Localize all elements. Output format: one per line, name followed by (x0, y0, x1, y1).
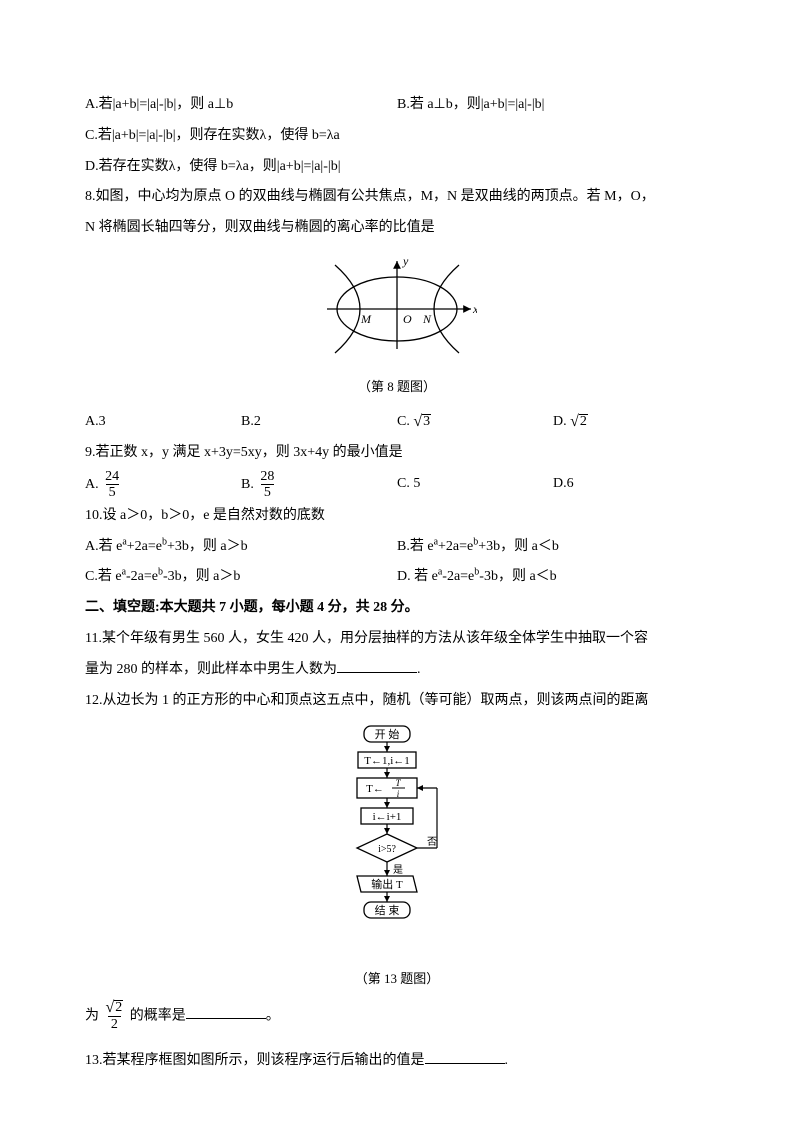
q10-opt-c: C.若 ea-2a=eb-3b，则 a＞b (85, 562, 397, 593)
q12-l2: 为 √22 的概率是。 (85, 1000, 709, 1032)
q10-opt-d: D. 若 ea-2a=eb-3b，则 a＜b (397, 562, 709, 593)
svg-text:x: x (472, 302, 477, 316)
fill-blank[interactable] (425, 1063, 505, 1064)
svg-text:i>5?: i>5? (378, 844, 396, 855)
q9-opt-c: C. 5 (397, 469, 553, 501)
svg-text:结 束: 结 束 (375, 904, 400, 917)
q8-figure: M ONx y （第 8 题图） (85, 250, 709, 401)
svg-text:输出 T: 输出 T (371, 877, 403, 891)
q10-row2: C.若 ea-2a=eb-3b，则 a＞b D. 若 ea-2a=eb-3b，则… (85, 562, 709, 593)
q10-opt-b: B.若 ea+2a=eb+3b，则 a＜b (397, 532, 709, 563)
svg-text:y: y (402, 254, 409, 268)
svg-text:N: N (422, 312, 432, 326)
q8-caption: （第 8 题图） (85, 373, 709, 402)
q10-row1: A.若 ea+2a=eb+3b，则 a＞b B.若 ea+2a=eb+3b，则 … (85, 532, 709, 563)
svg-text:T←1,i←1: T←1,i←1 (364, 755, 410, 767)
svg-text:T←: T← (366, 783, 384, 795)
fraction-sqrt2-over-2: √22 (103, 1000, 127, 1032)
q7-opt-a: A.若|a+b|=|a|-|b|，则 a⊥b (85, 90, 397, 121)
q8-graph-svg: M ONx y (317, 250, 477, 360)
q10-opt-a: A.若 ea+2a=eb+3b，则 a＞b (85, 532, 397, 563)
q8-opt-a: A.3 (85, 407, 241, 438)
section-2-heading: 二、填空题:本大题共 7 小题，每小题 4 分，共 28 分。 (85, 593, 709, 624)
q7-opt-c: C.若|a+b|=|a|-|b|，则存在实数λ，使得 b=λa (85, 121, 709, 152)
q9-opt-a: A. 245 (85, 469, 241, 501)
q13-caption: （第 13 题图） (85, 965, 709, 994)
q7-opt-d: D.若存在实数λ，使得 b=λa，则|a+b|=|a|-|b| (85, 152, 709, 183)
svg-text:M: M (360, 312, 372, 326)
sqrt-icon: √3 (413, 414, 431, 430)
svg-text:i←i+1: i←i+1 (373, 811, 402, 823)
q9-stem: 9.若正数 x，y 满足 x+3y=5xy，则 3x+4y 的最小值是 (85, 438, 709, 469)
fill-blank[interactable] (186, 1018, 266, 1019)
q13-figure: 开 始T←1,i←1T←Tii←i+1i>5?否是输出 T结 束 （第 13 题… (85, 722, 709, 993)
svg-text:否: 否 (427, 836, 437, 848)
q13-stem: 13.若某程序框图如图所示，则该程序运行后输出的值是. (85, 1046, 709, 1077)
q7-opt-b: B.若 a⊥b，则|a+b|=|a|-|b| (397, 90, 709, 121)
q8-stem-2: N 将椭圆长轴四等分，则双曲线与椭圆的离心率的比值是 (85, 213, 709, 244)
sqrt-icon: √2 (570, 414, 588, 430)
q9-opts: A. 245 B. 285 C. 5 D.6 (85, 469, 709, 501)
q8-stem-1: 8.如图，中心均为原点 O 的双曲线与椭圆有公共焦点，M，N 是双曲线的两顶点。… (85, 182, 709, 213)
q8-opt-c: C. √3 (397, 407, 553, 438)
svg-text:O: O (403, 312, 412, 326)
q10-stem: 10.设 a＞0，b＞0，e 是自然对数的底数 (85, 501, 709, 532)
q8-opts: A.3 B.2 C. √3 D. √2 (85, 407, 709, 438)
q8-opt-b: B.2 (241, 407, 397, 438)
fill-blank[interactable] (337, 672, 417, 673)
svg-text:是: 是 (393, 864, 403, 876)
q8-opt-d: D. √2 (553, 407, 709, 438)
q13-flowchart-svg: 开 始T←1,i←1T←Tii←i+1i>5?否是输出 T结 束 (332, 722, 462, 952)
q12-l1: 12.从边长为 1 的正方形的中心和顶点这五点中，随机（等可能）取两点，则该两点… (85, 686, 709, 717)
q11-l1: 11.某个年级有男生 560 人，女生 420 人，用分层抽样的方法从该年级全体… (85, 624, 709, 655)
q9-opt-d: D.6 (553, 469, 709, 501)
svg-text:开 始: 开 始 (375, 727, 400, 741)
q11-l2: 量为 280 的样本，则此样本中男生人数为. (85, 655, 709, 686)
q9-opt-b: B. 285 (241, 469, 397, 501)
q7-row1: A.若|a+b|=|a|-|b|，则 a⊥b B.若 a⊥b，则|a+b|=|a… (85, 90, 709, 121)
